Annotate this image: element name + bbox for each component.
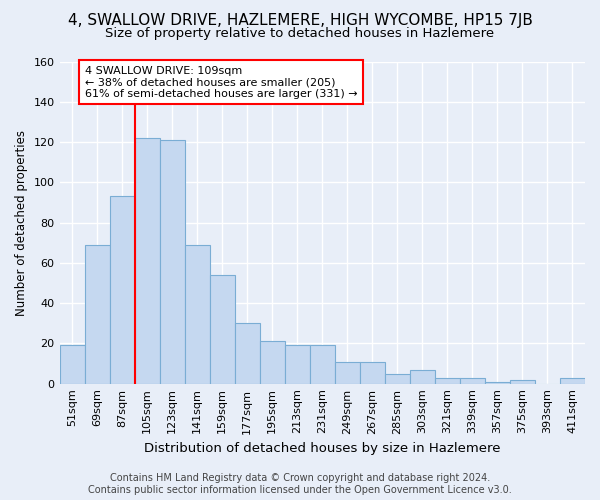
Bar: [85, 244, 110, 384]
Bar: [410, 370, 435, 384]
Bar: [209, 275, 235, 384]
Bar: [310, 346, 335, 384]
Y-axis label: Number of detached properties: Number of detached properties: [15, 130, 28, 316]
Bar: [385, 374, 410, 384]
Text: Size of property relative to detached houses in Hazlemere: Size of property relative to detached ho…: [106, 28, 494, 40]
Bar: [160, 140, 185, 384]
Bar: [134, 138, 160, 384]
Bar: [360, 362, 385, 384]
Bar: [185, 244, 209, 384]
X-axis label: Distribution of detached houses by size in Hazlemere: Distribution of detached houses by size …: [144, 442, 500, 455]
Text: 4, SWALLOW DRIVE, HAZLEMERE, HIGH WYCOMBE, HP15 7JB: 4, SWALLOW DRIVE, HAZLEMERE, HIGH WYCOMB…: [68, 12, 532, 28]
Bar: [260, 342, 285, 384]
Bar: [560, 378, 585, 384]
Bar: [435, 378, 460, 384]
Bar: [110, 196, 134, 384]
Bar: [460, 378, 485, 384]
Bar: [235, 324, 260, 384]
Bar: [285, 346, 310, 384]
Bar: [485, 382, 510, 384]
Text: 4 SWALLOW DRIVE: 109sqm
← 38% of detached houses are smaller (205)
61% of semi-d: 4 SWALLOW DRIVE: 109sqm ← 38% of detache…: [85, 66, 357, 98]
Bar: [510, 380, 535, 384]
Text: Contains HM Land Registry data © Crown copyright and database right 2024.
Contai: Contains HM Land Registry data © Crown c…: [88, 474, 512, 495]
Bar: [335, 362, 360, 384]
Bar: [59, 346, 85, 384]
